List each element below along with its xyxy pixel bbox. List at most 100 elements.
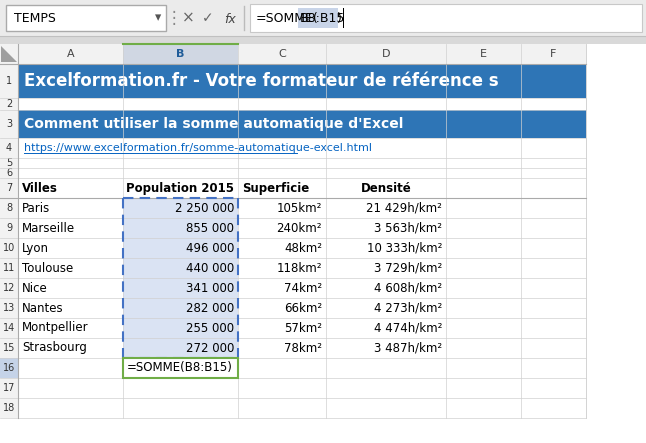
Text: 341 000: 341 000 <box>186 281 234 295</box>
Bar <box>0 258 18 278</box>
Bar <box>0 64 586 418</box>
Bar <box>0 64 18 98</box>
Text: 3 487h/km²: 3 487h/km² <box>374 342 442 354</box>
Bar <box>123 258 238 278</box>
Text: 57km²: 57km² <box>284 322 322 334</box>
Text: 255 000: 255 000 <box>186 322 234 334</box>
Text: 4 273h/km²: 4 273h/km² <box>374 302 442 315</box>
Bar <box>0 0 646 36</box>
Text: Lyon: Lyon <box>22 241 49 254</box>
Text: ×: × <box>182 11 194 26</box>
Bar <box>0 198 18 218</box>
Bar <box>123 318 238 338</box>
Text: 14: 14 <box>3 323 15 333</box>
Text: 282 000: 282 000 <box>186 302 234 315</box>
Text: 13: 13 <box>3 303 15 313</box>
Bar <box>123 358 238 378</box>
Text: 16: 16 <box>3 363 15 373</box>
Text: Superficie: Superficie <box>242 182 309 194</box>
Text: 21 429h/km²: 21 429h/km² <box>366 202 442 214</box>
Text: B: B <box>176 49 185 59</box>
Text: 240km²: 240km² <box>276 222 322 234</box>
Text: ▾: ▾ <box>155 12 161 24</box>
Bar <box>0 278 18 298</box>
Text: 3: 3 <box>6 119 12 129</box>
Bar <box>0 298 18 318</box>
Text: Nice: Nice <box>22 281 48 295</box>
Text: Densité: Densité <box>360 182 412 194</box>
Bar <box>0 138 18 158</box>
Text: C: C <box>278 49 286 59</box>
Text: B8:B15: B8:B15 <box>299 12 345 24</box>
Text: F: F <box>550 49 557 59</box>
Text: 4: 4 <box>6 143 12 153</box>
Bar <box>343 8 344 28</box>
Bar <box>250 4 642 32</box>
Text: https://www.excelformation.fr/somme-automatique-excel.html: https://www.excelformation.fr/somme-auto… <box>24 143 372 153</box>
Text: ): ) <box>337 12 342 24</box>
Bar <box>0 110 18 138</box>
Text: ⋮: ⋮ <box>165 9 182 27</box>
Text: 78km²: 78km² <box>284 342 322 354</box>
Text: Excelformation.fr - Votre formateur de référence s: Excelformation.fr - Votre formateur de r… <box>24 72 499 90</box>
Text: =SOMME(B8:B15): =SOMME(B8:B15) <box>127 361 233 374</box>
Text: 2: 2 <box>6 99 12 109</box>
Text: 2 250 000: 2 250 000 <box>174 202 234 214</box>
Text: 66km²: 66km² <box>284 302 322 315</box>
Bar <box>123 238 238 258</box>
Bar <box>18 110 586 138</box>
Text: D: D <box>382 49 390 59</box>
Text: 6: 6 <box>6 168 12 178</box>
Text: 8: 8 <box>6 203 12 213</box>
Bar <box>0 36 646 44</box>
Text: Marseille: Marseille <box>22 222 75 234</box>
Text: 1: 1 <box>6 76 12 86</box>
Bar <box>123 338 238 358</box>
Text: TEMPS: TEMPS <box>14 12 56 24</box>
Text: 3 563h/km²: 3 563h/km² <box>374 222 442 234</box>
Text: Nantes: Nantes <box>22 302 63 315</box>
Text: E: E <box>480 49 487 59</box>
Text: fx: fx <box>224 12 236 26</box>
Text: 74km²: 74km² <box>284 281 322 295</box>
Polygon shape <box>1 46 17 62</box>
Text: 7: 7 <box>6 183 12 193</box>
Text: 496 000: 496 000 <box>185 241 234 254</box>
Bar <box>0 398 18 418</box>
Bar <box>0 44 586 64</box>
Text: 4 608h/km²: 4 608h/km² <box>374 281 442 295</box>
Bar <box>123 44 238 64</box>
Bar <box>0 378 18 398</box>
Text: 10: 10 <box>3 243 15 253</box>
Text: Villes: Villes <box>22 182 58 194</box>
Text: Comment utiliser la somme automatique d'Excel: Comment utiliser la somme automatique d'… <box>24 117 403 131</box>
Text: 15: 15 <box>3 343 16 353</box>
Text: A: A <box>67 49 74 59</box>
Bar <box>0 44 18 64</box>
Bar <box>123 218 238 238</box>
Bar <box>0 158 18 168</box>
Text: 5: 5 <box>6 158 12 168</box>
Bar <box>298 8 338 28</box>
Text: Paris: Paris <box>22 202 50 214</box>
Text: Strasbourg: Strasbourg <box>22 342 87 354</box>
Bar <box>123 298 238 318</box>
Text: 105km²: 105km² <box>276 202 322 214</box>
Text: Toulouse: Toulouse <box>22 261 73 275</box>
Bar <box>0 338 18 358</box>
Text: 17: 17 <box>3 383 16 393</box>
Bar <box>18 64 586 98</box>
Text: =SOMME(: =SOMME( <box>256 12 318 24</box>
Text: Population 2015: Population 2015 <box>127 182 234 194</box>
Text: ✓: ✓ <box>202 11 214 25</box>
Bar <box>0 318 18 338</box>
Text: 440 000: 440 000 <box>186 261 234 275</box>
Text: 4 474h/km²: 4 474h/km² <box>373 322 442 334</box>
Text: 118km²: 118km² <box>276 261 322 275</box>
Bar <box>6 5 166 31</box>
Bar <box>0 218 18 238</box>
Text: 18: 18 <box>3 403 15 413</box>
Bar <box>0 358 18 378</box>
Text: Montpellier: Montpellier <box>22 322 89 334</box>
Text: 3 729h/km²: 3 729h/km² <box>374 261 442 275</box>
